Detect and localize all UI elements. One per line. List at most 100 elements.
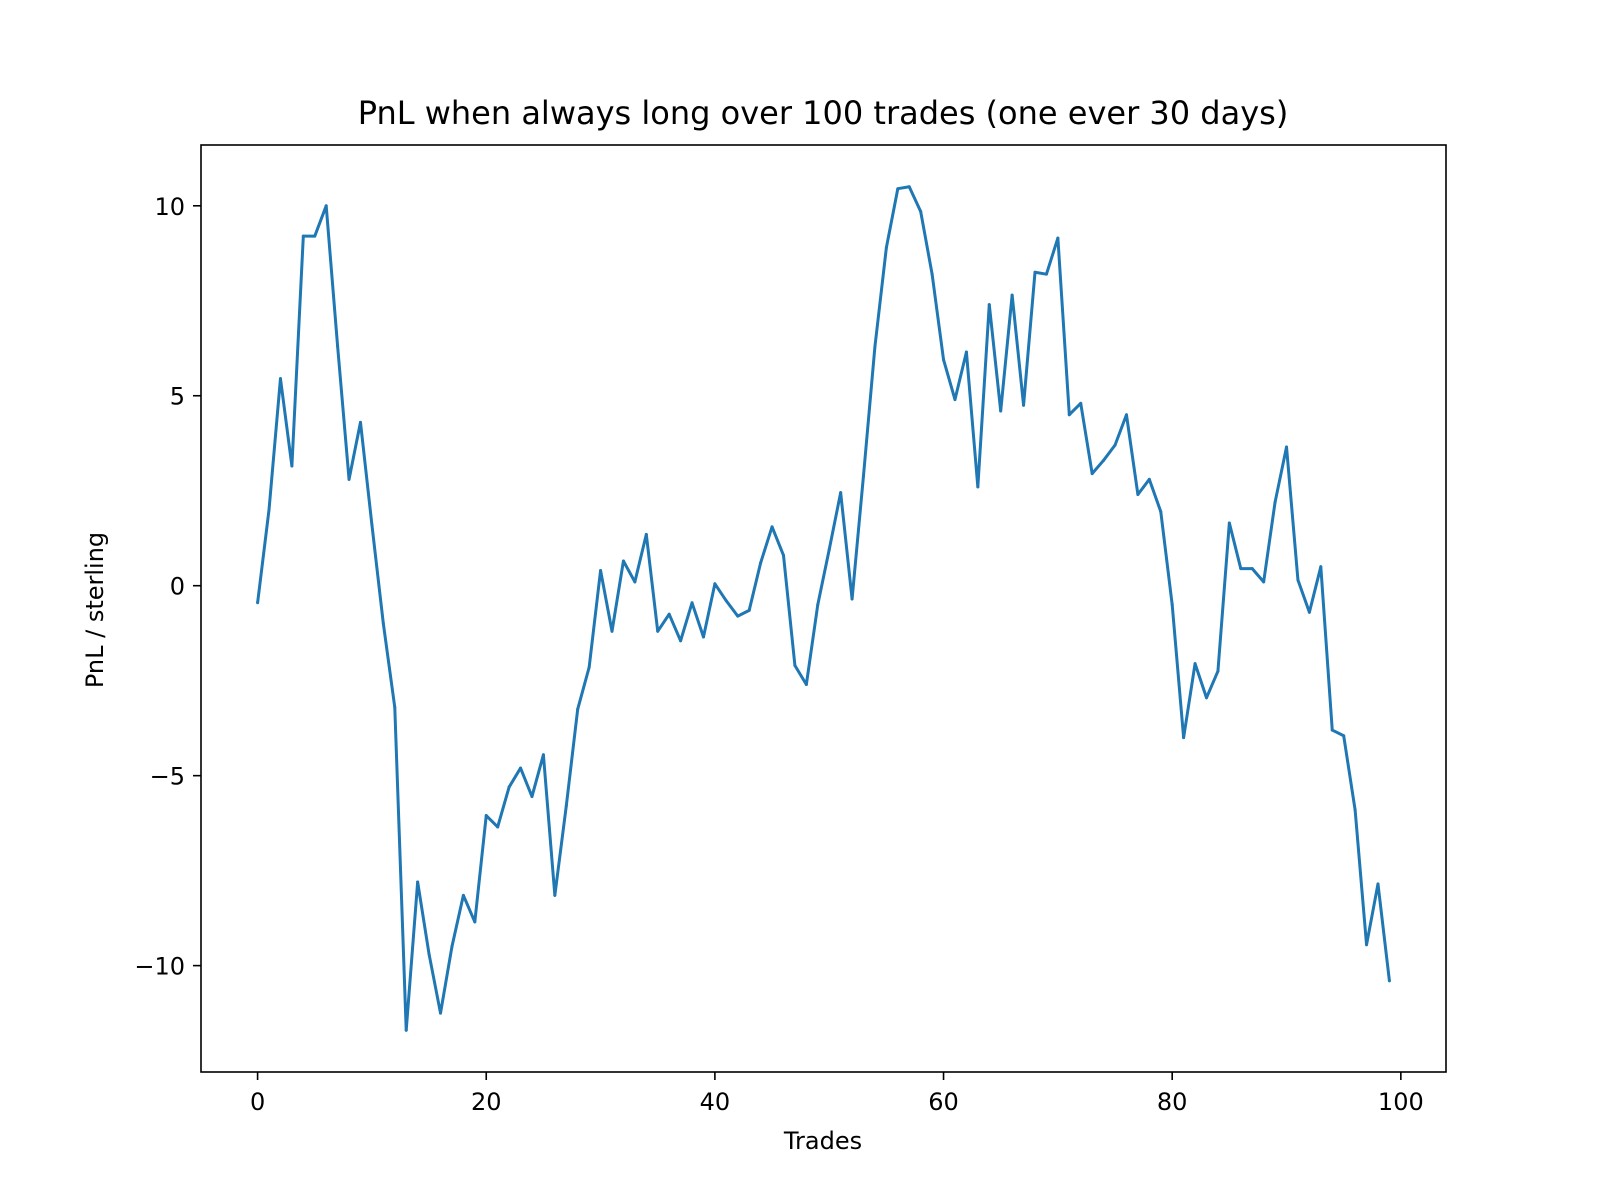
pnl-data-point [530,795,534,799]
chart-title: PnL when always long over 100 trades (on… [358,94,1289,132]
x-tick-label: 40 [700,1088,731,1116]
pnl-data-point [976,485,980,489]
pnl-data-point [862,474,866,478]
pnl-data-point [256,601,260,605]
pnl-series-line [256,185,1391,1032]
plot-layer [256,185,1391,1032]
pnl-data-point [1102,458,1106,462]
pnl-data-point [884,246,888,250]
pnl-data-point [1239,567,1243,571]
pnl-data-point [599,569,603,573]
pnl-data-point [827,548,831,552]
pnl-data-point [1227,521,1231,525]
pnl-data-point [1285,445,1289,449]
pnl-data-point [1033,270,1037,274]
pnl-data-point [690,601,694,605]
pnl-data-point [1147,477,1151,481]
pnl-data-point [736,614,740,618]
pnl-data-point [1182,736,1186,740]
pnl-data-point [1216,669,1220,673]
pnl-data-point [461,893,465,897]
pnl-data-point [679,639,683,643]
pnl-data-point [278,377,282,381]
x-tick-label: 0 [250,1088,265,1116]
pnl-data-point [1387,979,1391,983]
pnl-data-point [964,350,968,354]
pnl-data-point [930,272,934,276]
pnl-data-point [473,920,477,924]
pnl-data-point [1022,403,1026,407]
pnl-data-point [439,1011,443,1015]
pnl-data-point [347,477,351,481]
pnl-data-point [1353,808,1357,812]
pnl-data-point [1376,882,1380,886]
x-tick-label: 100 [1378,1088,1424,1116]
pnl-data-point [656,629,660,633]
pnl-data-point [267,508,271,512]
y-tick-label: −10 [134,953,185,981]
pnl-data-point [633,580,637,584]
y-axis-label: PnL / sterling [81,532,109,688]
pnl-data-point [290,464,294,468]
pnl-data-point [953,398,957,402]
pnl-data-point [1159,510,1163,514]
pnl-data-point [381,622,385,626]
pnl-data-point [713,582,717,586]
pnl-data-point [507,785,511,789]
pnl-data-point [553,893,557,897]
pnl-data-point [793,663,797,667]
pnl-data-point [999,409,1003,413]
pnl-data-point [1365,943,1369,947]
pnl-data-point [873,344,877,348]
pnl-data-point [896,187,900,191]
pnl-data-point [370,523,374,527]
pnl-data-point [1342,734,1346,738]
pnl-data-point [1113,443,1117,447]
pnl-data-point [564,804,568,808]
pnl-data-point [450,945,454,949]
pnl-data-point [816,603,820,607]
plot-frame [200,144,1447,1073]
pnl-data-point [541,753,545,757]
pnl-data-point [667,612,671,616]
pnl-data-point [427,952,431,956]
pnl-data-point [1136,493,1140,497]
pnl-data-point [336,344,340,348]
pnl-data-point [610,629,614,633]
pnl-data-point [1193,662,1197,666]
pnl-data-point [850,597,854,601]
pnl-data-point [919,209,923,213]
pnl-data-point [839,491,843,495]
pnl-data-point [1044,272,1048,276]
pnl-data-point [393,705,397,709]
pnl-data-point [701,635,705,639]
pnl-data-point [404,1028,408,1032]
pnl-data-point [358,420,362,424]
pnl-data-point [587,665,591,669]
pnl-data-point [907,185,911,189]
pnl-data-point [759,561,763,565]
pnl-data-point [1319,565,1323,569]
pnl-data-point [987,303,991,307]
x-tick-label: 60 [928,1088,959,1116]
pnl-data-point [1330,728,1334,732]
pnl-data-point [1079,401,1083,405]
pnl-data-point [1204,696,1208,700]
pnl-data-point [484,814,488,818]
pnl-data-point [804,682,808,686]
pnl-data-point [576,707,580,711]
pnl-data-point [1170,603,1174,607]
pnl-data-point [324,204,328,208]
x-axis-label: Trades [783,1127,862,1155]
pnl-data-point [1056,236,1060,240]
pnl-data-point [416,880,420,884]
pnl-data-point [644,532,648,536]
pnl-data-point [1307,610,1311,614]
pnl-data-point [1067,413,1071,417]
pnl-data-point [1090,472,1094,476]
y-tick-label: 5 [170,383,185,411]
pnl-data-point [1273,500,1277,504]
pnl-data-point [1010,293,1014,297]
